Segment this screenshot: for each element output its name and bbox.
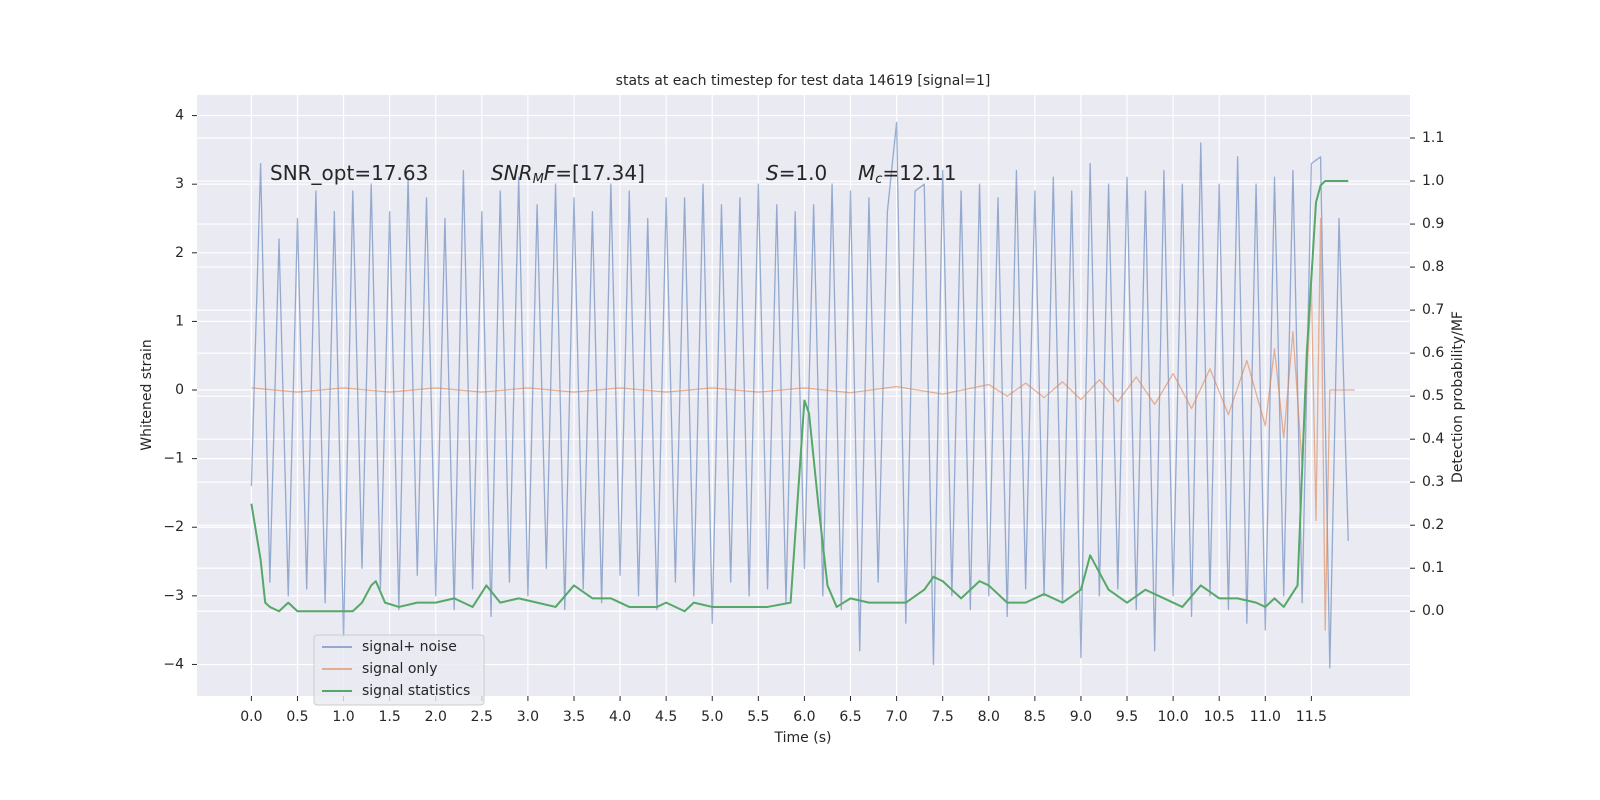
x-tick-label: 4.5 xyxy=(655,709,677,725)
x-tick-label: 5.5 xyxy=(747,709,769,725)
x-tick-label: 0.0 xyxy=(240,709,262,725)
series-line xyxy=(250,121,1349,669)
legend-label: signal statistics xyxy=(362,683,470,699)
y-tick-label: 1 xyxy=(175,313,184,329)
legend-label: signal only xyxy=(362,661,437,677)
x-tick-label: 3.0 xyxy=(517,709,539,725)
annotation-text: F xyxy=(544,161,556,185)
y2-tick-label: 1.1 xyxy=(1422,130,1444,146)
y-tick-label: 2 xyxy=(175,245,184,261)
annotation-subscript: M xyxy=(533,172,544,187)
series-line xyxy=(250,180,1349,613)
y2-tick-label: 0.0 xyxy=(1422,603,1444,619)
y2-tick-label: 0.9 xyxy=(1422,216,1444,232)
x-tick-label: 3.5 xyxy=(563,709,585,725)
y2-tick-label: 0.8 xyxy=(1422,259,1444,275)
y-tick-label: −4 xyxy=(163,656,184,672)
axes: 0.0 0.5 1.0 1.5 2.0 2.5 3.0 3.5 4.0 4.5 5.0 5.5 6.0 6… xyxy=(163,108,1444,725)
x-axis-label: Time (s) xyxy=(774,730,832,746)
x-tick-label: 2.0 xyxy=(425,709,447,725)
annotation-text: =1.0 xyxy=(779,161,828,185)
annotation: SNRMF=[17.34] xyxy=(491,161,645,187)
chart-title: stats at each timestep for test data 146… xyxy=(616,73,991,89)
x-tick-label: 7.5 xyxy=(932,709,954,725)
y-tick-label: −2 xyxy=(163,519,184,535)
x-tick-label: 8.5 xyxy=(1024,709,1046,725)
y2-tick-label: 0.4 xyxy=(1422,431,1444,447)
x-tick-label: 4.0 xyxy=(609,709,631,725)
y2-tick-label: 1.0 xyxy=(1422,173,1444,189)
y2-tick-label: 0.5 xyxy=(1422,388,1444,404)
legend: signal+ noise signal only signal statistic… xyxy=(313,634,485,706)
y2-axis-label: Detection probability/MF xyxy=(1450,311,1466,483)
annotation-text: S xyxy=(766,161,779,185)
y-tick-label: −3 xyxy=(163,588,184,604)
annotation-text: SNR_opt=17.63 xyxy=(270,161,428,185)
x-tick-label: 7.0 xyxy=(885,709,907,725)
x-tick-label: 11.0 xyxy=(1250,709,1281,725)
y-tick-label: 4 xyxy=(175,108,184,124)
annotation: S=1.0 xyxy=(766,161,827,185)
annotation: Mc=12.11 xyxy=(858,161,956,187)
y-axis-label: Whitened strain xyxy=(139,339,155,450)
annotation-text: SNR xyxy=(491,161,533,185)
y2-tick-label: 0.3 xyxy=(1422,474,1444,490)
y2-tick-label: 0.6 xyxy=(1422,345,1444,361)
y-tick-label: 0 xyxy=(175,382,184,398)
x-tick-label: 8.0 xyxy=(978,709,1000,725)
x-tick-label: 9.0 xyxy=(1070,709,1092,725)
x-tick-label: 10.0 xyxy=(1158,709,1189,725)
x-tick-label: 6.5 xyxy=(839,709,861,725)
annotation: SNR_opt=17.63 xyxy=(270,161,428,185)
x-tick-label: 6.0 xyxy=(793,709,815,725)
x-tick-label: 9.5 xyxy=(1116,709,1138,725)
y2-tick-label: 0.7 xyxy=(1422,302,1444,318)
x-tick-label: 1.5 xyxy=(379,709,401,725)
x-tick-label: 2.5 xyxy=(471,709,493,725)
x-tick-label: 1.0 xyxy=(332,709,354,725)
annotation-text: =[17.34] xyxy=(555,161,645,185)
x-tick-label: 5.0 xyxy=(701,709,723,725)
y2-tick-label: 0.2 xyxy=(1422,517,1444,533)
y2-tick-label: 0.1 xyxy=(1422,560,1444,576)
x-tick-label: 10.5 xyxy=(1204,709,1235,725)
annotation-subscript: c xyxy=(875,172,882,187)
x-tick-label: 11.5 xyxy=(1296,709,1327,725)
x-tick-label: 0.5 xyxy=(286,709,308,725)
series-layer xyxy=(250,121,1355,669)
annotation-text: M xyxy=(858,161,875,185)
y-tick-label: −1 xyxy=(163,451,184,467)
legend-label: signal+ noise xyxy=(362,639,457,655)
annotation-text: =12.11 xyxy=(882,161,956,185)
legend-box xyxy=(313,634,485,706)
y-tick-label: 3 xyxy=(175,176,184,192)
